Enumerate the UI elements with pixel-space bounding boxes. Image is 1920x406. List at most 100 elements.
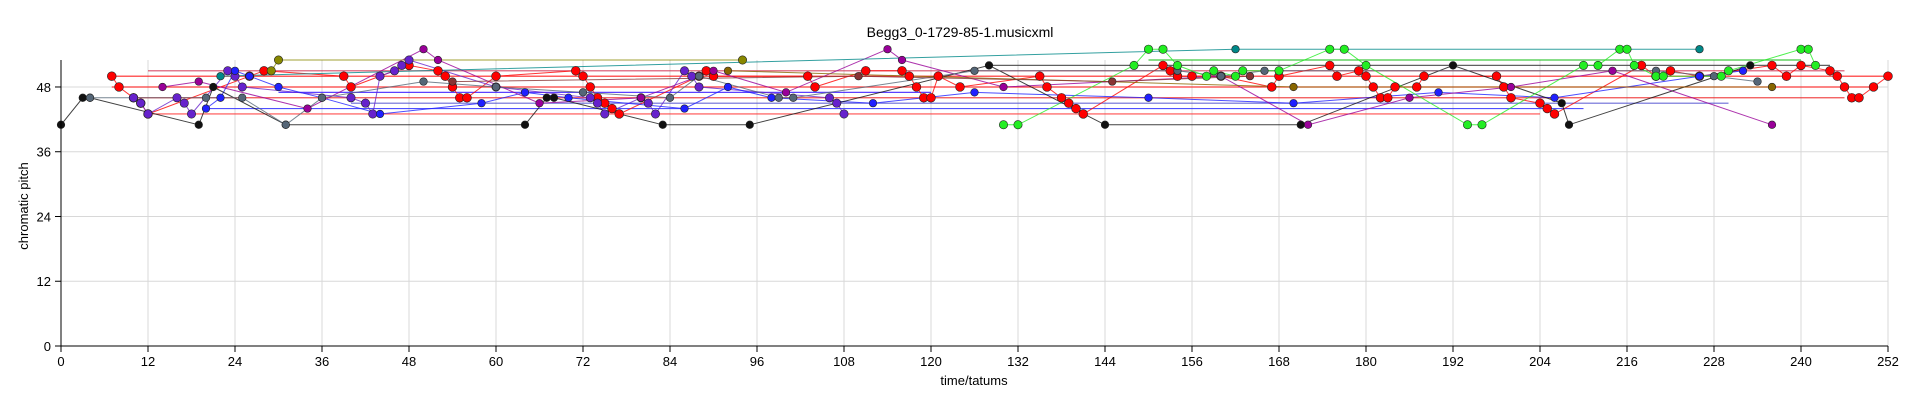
note-point [346, 82, 356, 92]
note-point [1781, 71, 1792, 81]
note-point [274, 82, 283, 92]
note-point [440, 71, 450, 81]
note-point [600, 109, 610, 119]
y-axis-label: chromatic pitch [16, 162, 31, 249]
note-point [1108, 77, 1117, 86]
note-point [1695, 45, 1704, 54]
note-point [1405, 93, 1414, 102]
note-point [1202, 71, 1212, 81]
note-point [1550, 93, 1559, 102]
note-point [1013, 120, 1023, 130]
note-point [984, 61, 994, 70]
note-point [375, 109, 385, 119]
note-point [266, 66, 276, 76]
note-point [1100, 120, 1110, 129]
note-point [549, 93, 559, 102]
note-point [614, 109, 624, 119]
note-point [201, 93, 211, 102]
x-tick-label: 168 [1268, 354, 1290, 369]
x-tick-label: 72 [576, 354, 590, 369]
note-point [419, 77, 428, 86]
note-point [360, 98, 370, 108]
note-point [1549, 109, 1560, 119]
note-point [143, 109, 153, 119]
x-tick-label: 96 [750, 354, 764, 369]
note-point [723, 82, 733, 92]
note-point [1506, 82, 1516, 92]
note-point [911, 82, 922, 92]
note-point [680, 104, 689, 113]
note-point [1767, 60, 1777, 71]
note-point [839, 109, 849, 119]
note-point [737, 55, 747, 65]
note-point [658, 120, 667, 129]
note-point [1658, 71, 1668, 81]
note-point [209, 82, 218, 92]
note-point [194, 77, 203, 86]
note-point [970, 88, 979, 97]
chart-title: Begg3_0-1729-85-1.musicxml [867, 24, 1054, 40]
note-point [1158, 60, 1168, 71]
note-point [694, 72, 704, 81]
note-point [237, 82, 247, 92]
note-point [1608, 66, 1617, 75]
note-point [926, 93, 936, 103]
note-point [1811, 60, 1821, 70]
note-point [933, 71, 943, 81]
note-point [85, 93, 95, 102]
note-point [1854, 93, 1864, 103]
note-point [201, 104, 211, 113]
x-tick-label: 12 [141, 354, 155, 369]
note-point [1274, 66, 1284, 76]
x-tick-label: 60 [489, 354, 503, 369]
note-point [1746, 61, 1755, 70]
note-point [1716, 71, 1726, 81]
data-layer [56, 44, 1893, 130]
note-point [1724, 66, 1734, 76]
note-point [1579, 60, 1589, 70]
note-point [1187, 71, 1197, 81]
note-point [665, 93, 675, 102]
note-point [419, 45, 428, 54]
note-point [774, 93, 783, 102]
y-tick-label: 36 [37, 145, 51, 160]
note-point [999, 82, 1008, 92]
x-axis-label: time/tatums [940, 373, 1008, 388]
note-point [861, 66, 871, 76]
note-point [745, 120, 754, 129]
note-point [281, 120, 290, 129]
note-point [723, 66, 733, 75]
note-point [317, 93, 327, 102]
note-point [216, 93, 225, 102]
note-point [955, 82, 965, 92]
note-point [1564, 120, 1574, 129]
note-point [194, 120, 203, 129]
x-tick-label: 252 [1877, 354, 1899, 369]
x-tick-label: 216 [1616, 354, 1638, 369]
note-point [1296, 120, 1305, 129]
y-tick-label: 48 [37, 80, 51, 95]
note-point [1289, 99, 1298, 108]
x-tick-label: 24 [228, 354, 242, 369]
voice-path-line [162, 48, 1773, 126]
note-point [1042, 82, 1052, 92]
note-point [1557, 99, 1566, 108]
note-point [1267, 82, 1277, 92]
note-point [491, 71, 501, 81]
x-tick-label: 204 [1529, 354, 1551, 369]
note-point [709, 66, 718, 75]
note-point [1056, 93, 1067, 103]
note-point [158, 82, 167, 92]
note-point [1695, 72, 1704, 81]
note-point [592, 98, 602, 108]
x-tick-label: 36 [315, 354, 329, 369]
note-point [1078, 109, 1088, 119]
note-point [114, 82, 124, 92]
note-point [578, 88, 588, 97]
note-point [1832, 71, 1842, 81]
voice-path-line [270, 59, 743, 72]
note-point [78, 93, 87, 102]
note-point [1260, 66, 1269, 75]
y-tick-label: 24 [37, 209, 51, 224]
